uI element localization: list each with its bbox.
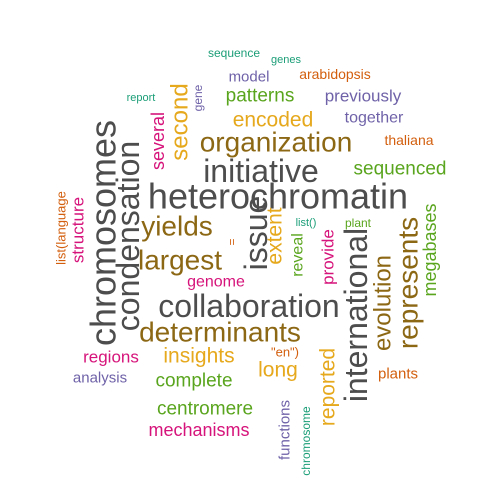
cloud-word: long <box>258 359 298 382</box>
cloud-word: genome <box>187 274 245 291</box>
cloud-word: centromere <box>157 399 253 420</box>
cloud-word: gene <box>191 84 205 111</box>
cloud-word: structure <box>69 197 88 263</box>
cloud-word: encoded <box>233 109 314 132</box>
cloud-word: analysis <box>73 370 127 387</box>
cloud-word: genes <box>271 54 301 66</box>
cloud-word: patterns <box>226 86 295 107</box>
cloud-word: together <box>345 110 404 127</box>
cloud-word: functions <box>277 400 294 460</box>
cloud-word: model <box>229 69 270 86</box>
cloud-word: mechanisms <box>148 420 249 440</box>
cloud-word: list() <box>296 217 317 229</box>
cloud-word: extent <box>264 207 287 264</box>
cloud-word: chromosome <box>299 406 313 476</box>
cloud-word: plants <box>378 366 418 383</box>
cloud-word: initiative <box>203 153 319 189</box>
cloud-word: several <box>148 112 168 170</box>
cloud-word: yields <box>141 211 213 242</box>
cloud-word: = <box>225 238 239 245</box>
cloud-word: reported <box>317 348 340 426</box>
cloud-word: insights <box>163 345 234 368</box>
cloud-word: sequence <box>208 46 260 60</box>
cloud-word: reveal <box>290 233 307 277</box>
cloud-word: previously <box>325 87 402 106</box>
cloud-word: arabidopsis <box>299 66 371 82</box>
cloud-word: thaliana <box>384 132 433 148</box>
cloud-word: "en") <box>271 345 299 360</box>
cloud-word: largest <box>138 245 222 276</box>
cloud-word: regions <box>83 348 139 367</box>
cloud-word: report <box>127 92 156 104</box>
cloud-word: megabases <box>420 203 440 296</box>
cloud-word: determinants <box>139 317 301 348</box>
cloud-word: plant <box>345 216 372 230</box>
cloud-word: complete <box>155 371 232 392</box>
cloud-word: list(language <box>54 191 69 265</box>
cloud-word: evolution <box>370 255 397 351</box>
cloud-word: sequenced <box>354 159 447 180</box>
cloud-word: provide <box>319 229 338 285</box>
cloud-word: represents <box>393 217 424 349</box>
cloud-word: second <box>167 83 194 160</box>
